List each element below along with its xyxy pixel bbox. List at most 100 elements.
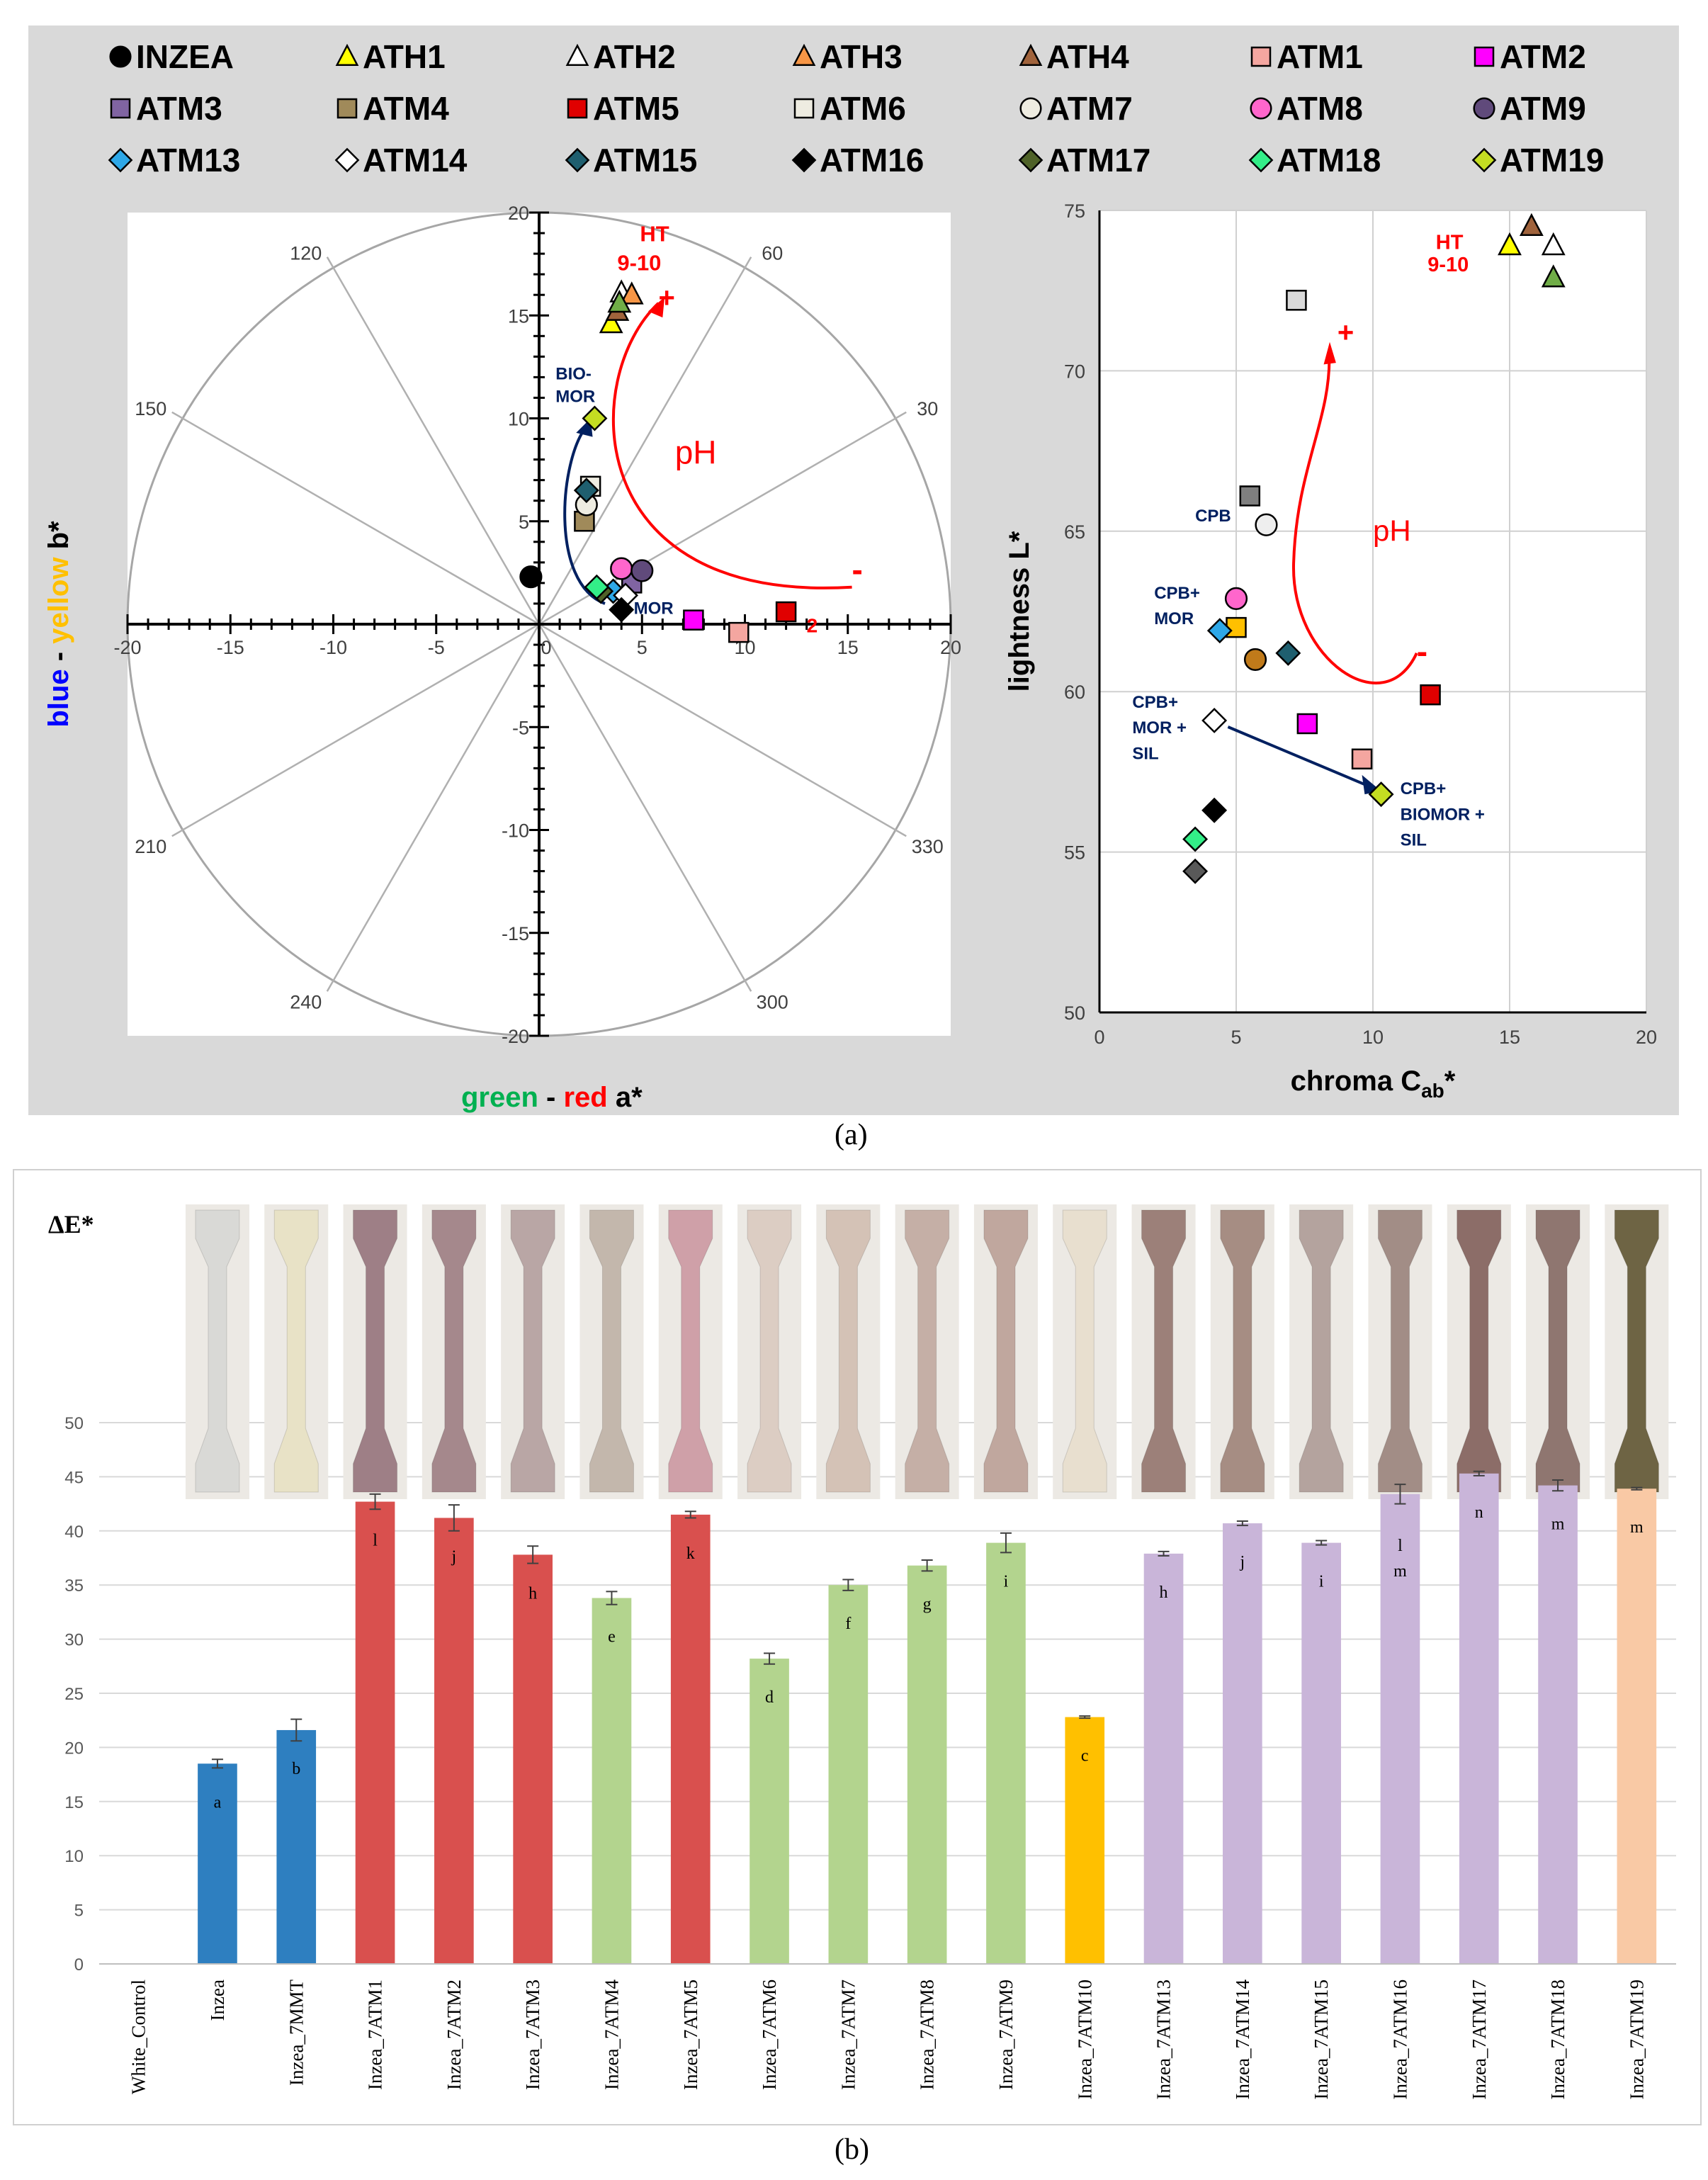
ab-point (619, 281, 644, 305)
legend-marker (336, 98, 358, 119)
bar-category-label: Inzea_7ATM9 (995, 1979, 1017, 2090)
bar-category-group: Inzea_7ATM18 (1547, 1979, 1568, 2099)
sample-specimen (510, 1209, 555, 1493)
bar-category-group: Inzea_7ATM14 (1232, 1979, 1253, 2100)
lc-y-tick-label: 60 (1064, 682, 1085, 703)
sample-specimen (589, 1209, 634, 1493)
lc-point (1182, 858, 1209, 884)
mor-label: MOR (634, 599, 674, 618)
a-tick-label: 20 (940, 637, 961, 658)
a-tick-label: -15 (217, 637, 244, 658)
bar-y-tick-label: 40 (64, 1523, 84, 1542)
bar-category-group: Inzea_7ATM15 (1311, 1979, 1332, 2099)
bar (1538, 1485, 1578, 1964)
lc-y-tick-label: 65 (1064, 521, 1085, 543)
lc-cpbbiomorsil-label-3: SIL (1401, 831, 1427, 850)
ab-x-title-part: - (538, 1082, 564, 1113)
sample-specimen (905, 1209, 950, 1493)
legend-marker (1019, 97, 1042, 120)
significance-letter: c (1081, 1747, 1089, 1766)
hue-angle-label: 60 (762, 243, 783, 264)
lc-x-title-part: chroma C (1291, 1066, 1422, 1097)
lc-y-title-group: lightness L* (1004, 531, 1035, 691)
ab-x-title: green - red a* (461, 1082, 643, 1113)
legend-label: ATM18 (1277, 142, 1381, 179)
sample-specimen (195, 1209, 240, 1493)
bar-y-tick-label: 45 (64, 1468, 84, 1487)
lc-cpb-label: CPB (1195, 507, 1231, 526)
ab-point (607, 289, 632, 313)
a-tick-label: 15 (837, 637, 859, 658)
lc-x-tick-label: 20 (1636, 1027, 1657, 1048)
biomor-label: BIO- (555, 364, 592, 383)
minus-label: - (852, 551, 863, 588)
bar (828, 1585, 869, 1964)
significance-letter: a (214, 1793, 222, 1812)
ab-y-title-part: blue (43, 669, 74, 727)
significance-letter: j (451, 1547, 457, 1566)
bar-category-label: Inzea_7ATM15 (1311, 1979, 1332, 2099)
lc-y-title: lightness L* (1004, 531, 1035, 691)
bar (907, 1565, 947, 1964)
significance-letter: n (1475, 1503, 1483, 1522)
significance-letter: e (608, 1628, 616, 1647)
lc-point (1368, 781, 1394, 808)
ab-y-title-part: yellow (43, 557, 74, 644)
lc-y-tick-label: 75 (1064, 201, 1085, 222)
legend-marker (1018, 147, 1044, 173)
panel-a-label: (a) (835, 1119, 868, 1151)
bar (986, 1542, 1026, 1964)
sample-specimen (1377, 1209, 1423, 1493)
lc-x-title-part: * (1444, 1066, 1456, 1097)
b-tick-label: -10 (502, 820, 529, 842)
ab-point (584, 574, 610, 600)
bar-y-tick-label: 35 (64, 1576, 84, 1596)
biomor-label-2: MOR (555, 387, 595, 406)
ab-point (573, 478, 599, 504)
bar-category-label: Inzea_7ATM7 (837, 1979, 859, 2090)
bar-category-label: Inzea_7ATM1 (365, 1979, 386, 2090)
legend-marker (792, 43, 816, 66)
lc-plus-label: + (1337, 317, 1354, 349)
lc-point (1351, 748, 1373, 770)
legend-label: ATM9 (1500, 90, 1586, 127)
bar (750, 1659, 789, 1964)
bar-category-group: Inzea_7ATM7 (837, 1979, 859, 2090)
bar-y-tick-label: 25 (64, 1685, 84, 1704)
bar-category-label: Inzea_7ATM6 (759, 1979, 780, 2090)
significance-letter: g (923, 1596, 932, 1614)
sample-specimen (431, 1209, 477, 1493)
legend-marker (565, 43, 589, 66)
ab-point (775, 601, 797, 623)
bar-category-group: Inzea_7ATM17 (1469, 1979, 1490, 2099)
ab-y-title-group: blue - yellow b* (43, 521, 74, 728)
legend-marker (791, 147, 817, 173)
significance-letter: k (686, 1544, 695, 1563)
hue-angle-label: 150 (135, 398, 166, 419)
lc-point (1201, 797, 1228, 823)
hue-angle-label: 30 (917, 398, 938, 419)
ph2-label: 2 (807, 615, 818, 637)
bar (276, 1729, 317, 1964)
plus-label: + (658, 283, 674, 314)
bar-category-label: Inzea_7ATM19 (1626, 1979, 1647, 2099)
a-tick-label: -5 (428, 637, 445, 658)
sample-specimen (353, 1209, 398, 1493)
bar-category-group: White_Control (128, 1979, 149, 2094)
bar (355, 1501, 395, 1964)
lc-point (1224, 587, 1248, 610)
bar-category-group: Inzea_7ATM13 (1153, 1979, 1175, 2099)
legend-label: ATM8 (1277, 90, 1363, 127)
lc-point (1201, 707, 1228, 733)
bar-category-group: Inzea_7ATM16 (1389, 1979, 1410, 2099)
sample-specimen (983, 1209, 1029, 1493)
bar (592, 1598, 632, 1964)
ab-x-title-part: green (461, 1082, 538, 1113)
legend-label: ATM6 (820, 90, 906, 127)
lc-point (1519, 213, 1544, 237)
ab-point (630, 559, 654, 582)
bar-category-label: Inzea_7ATM14 (1232, 1979, 1253, 2100)
panel-b-label: (b) (835, 2133, 869, 2166)
significance-letter: m (1551, 1515, 1565, 1534)
ab-point (519, 565, 543, 589)
